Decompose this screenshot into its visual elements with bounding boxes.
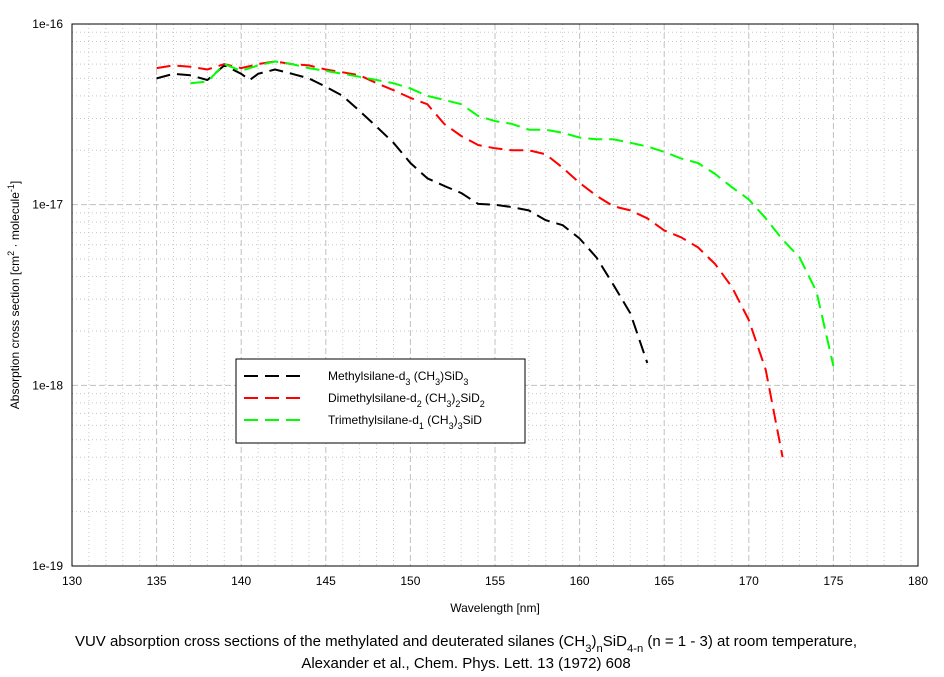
text-span: 2: [6, 251, 16, 256]
text-span: SiD: [603, 633, 627, 650]
text-span: (CH: [410, 369, 435, 383]
y-tick-label: 1e-16: [32, 17, 63, 31]
text-span: SiD: [460, 391, 480, 405]
text-span: ]: [8, 181, 22, 184]
legend-label: Methylsilane-d3 (CH3)SiD3: [328, 369, 468, 387]
text-span: Trimethylsilane-d: [328, 413, 419, 427]
text-span: 2: [455, 399, 460, 409]
series-lines: [156, 60, 835, 458]
text-span: -1: [6, 184, 16, 192]
x-tick-label: 130: [62, 574, 82, 588]
text-span: VUV absorption cross sections of the met…: [75, 633, 585, 650]
plot-frame: [71, 23, 919, 567]
legend: Methylsilane-d3 (CH3)SiD3Dimethylsilane-…: [235, 358, 526, 444]
text-span: n: [597, 643, 603, 655]
text-span: 3: [463, 377, 468, 387]
text-span: 3: [458, 421, 463, 431]
x-axis-label: Wavelength [nm]: [450, 601, 540, 615]
grid: [71, 23, 919, 567]
x-tick-label: 180: [908, 574, 928, 588]
text-span: Dimethylsilane-d: [328, 391, 417, 405]
text-span: ): [592, 633, 597, 650]
text-span: 3: [585, 643, 591, 655]
text-span: · molecule: [8, 192, 22, 251]
x-tick-label: 170: [739, 574, 759, 588]
text-span: ): [451, 391, 455, 405]
text-span: SiD: [463, 413, 483, 427]
text-span: (CH: [424, 413, 449, 427]
text-span: 3: [449, 421, 454, 431]
y-axis-label: Absorption cross section [cm2 · molecule…: [6, 181, 22, 409]
text-span: 3: [405, 377, 410, 387]
caption-line-2: Alexander et al., Chem. Phys. Lett. 13 (…: [301, 655, 630, 672]
text-span: 2: [417, 399, 422, 409]
text-span: 2: [480, 399, 485, 409]
text-span: (n = 1 - 3) at room temperature,: [643, 633, 857, 650]
text-span: (CH: [422, 391, 447, 405]
series-line-1: [156, 64, 649, 364]
x-tick-label: 160: [570, 574, 590, 588]
text-span: )SiD: [440, 369, 464, 383]
x-tick-label: 155: [485, 574, 505, 588]
text-span: 1: [419, 421, 424, 431]
tick-labels: 130 135 140 145 150 155 160 165 170 175 180 1e-19 1e…: [32, 17, 928, 588]
y-tick-label: 1e-18: [32, 378, 63, 392]
text-span: Methylsilane-d: [328, 369, 405, 383]
text-span: Absorption cross section [cm: [8, 256, 22, 409]
legend-label: Dimethylsilane-d2 (CH3)2SiD2: [328, 391, 485, 409]
y-tick-label: 1e-17: [32, 198, 63, 212]
series-line-3: [190, 60, 835, 367]
legend-label: Trimethylsilane-d1 (CH3)3SiD: [328, 413, 482, 431]
y-tick-label: 1e-19: [32, 559, 63, 573]
x-tick-label: 175: [823, 574, 843, 588]
text-span: ): [454, 413, 458, 427]
x-tick-label: 145: [316, 574, 336, 588]
caption-line-1: VUV absorption cross sections of the met…: [75, 633, 857, 655]
x-tick-label: 165: [654, 574, 674, 588]
series-line-2: [156, 60, 784, 458]
legend-box: [235, 358, 526, 444]
text-span: 4-n: [627, 643, 643, 655]
text-span: 3: [446, 399, 451, 409]
x-tick-label: 150: [400, 574, 420, 588]
x-tick-label: 140: [231, 574, 251, 588]
text-span: 3: [435, 377, 440, 387]
x-tick-label: 135: [147, 574, 167, 588]
